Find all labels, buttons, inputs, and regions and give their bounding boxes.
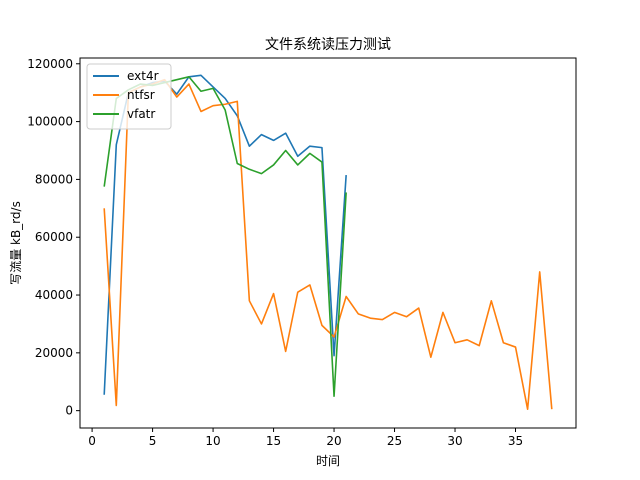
legend-box bbox=[86, 63, 172, 130]
plot-frame bbox=[79, 57, 577, 429]
y-tick-label: 80000 bbox=[35, 172, 73, 186]
x-tick-label: 30 bbox=[447, 434, 462, 448]
x-tick-label: 5 bbox=[149, 434, 157, 448]
legend-label-vfatr: vfatr bbox=[127, 107, 155, 121]
series-line-ntfsr bbox=[103, 78, 553, 411]
legend-label-ntfsr: ntfsr bbox=[127, 88, 155, 102]
y-tick-label: 20000 bbox=[35, 346, 73, 360]
chart-title: 文件系统读压力测试 bbox=[265, 36, 391, 53]
y-tick-label: 100000 bbox=[27, 115, 73, 129]
y-axis-label: 写流量 kB_rd/s bbox=[9, 201, 23, 285]
legend: ext4r ntfsr vfatr bbox=[86, 63, 172, 130]
x-tick-label: 10 bbox=[205, 434, 220, 448]
x-tick-label: 25 bbox=[387, 434, 402, 448]
x-axis-label: 时间 bbox=[316, 454, 340, 468]
x-tick-label: 35 bbox=[508, 434, 523, 448]
y-tick-label: 0 bbox=[65, 404, 73, 418]
y-tick-label: 40000 bbox=[35, 288, 73, 302]
y-tick-label: 120000 bbox=[27, 57, 73, 71]
y-tick-label: 60000 bbox=[35, 230, 73, 244]
x-tick-label: 15 bbox=[266, 434, 281, 448]
x-tick-label: 0 bbox=[88, 434, 96, 448]
x-tick-label: 20 bbox=[326, 434, 341, 448]
legend-label-ext4r: ext4r bbox=[127, 69, 159, 83]
y-axis: 0 20000 40000 60000 80000 100000 120000 bbox=[27, 57, 80, 418]
x-axis: 0 5 10 15 20 25 30 35 bbox=[88, 428, 523, 448]
